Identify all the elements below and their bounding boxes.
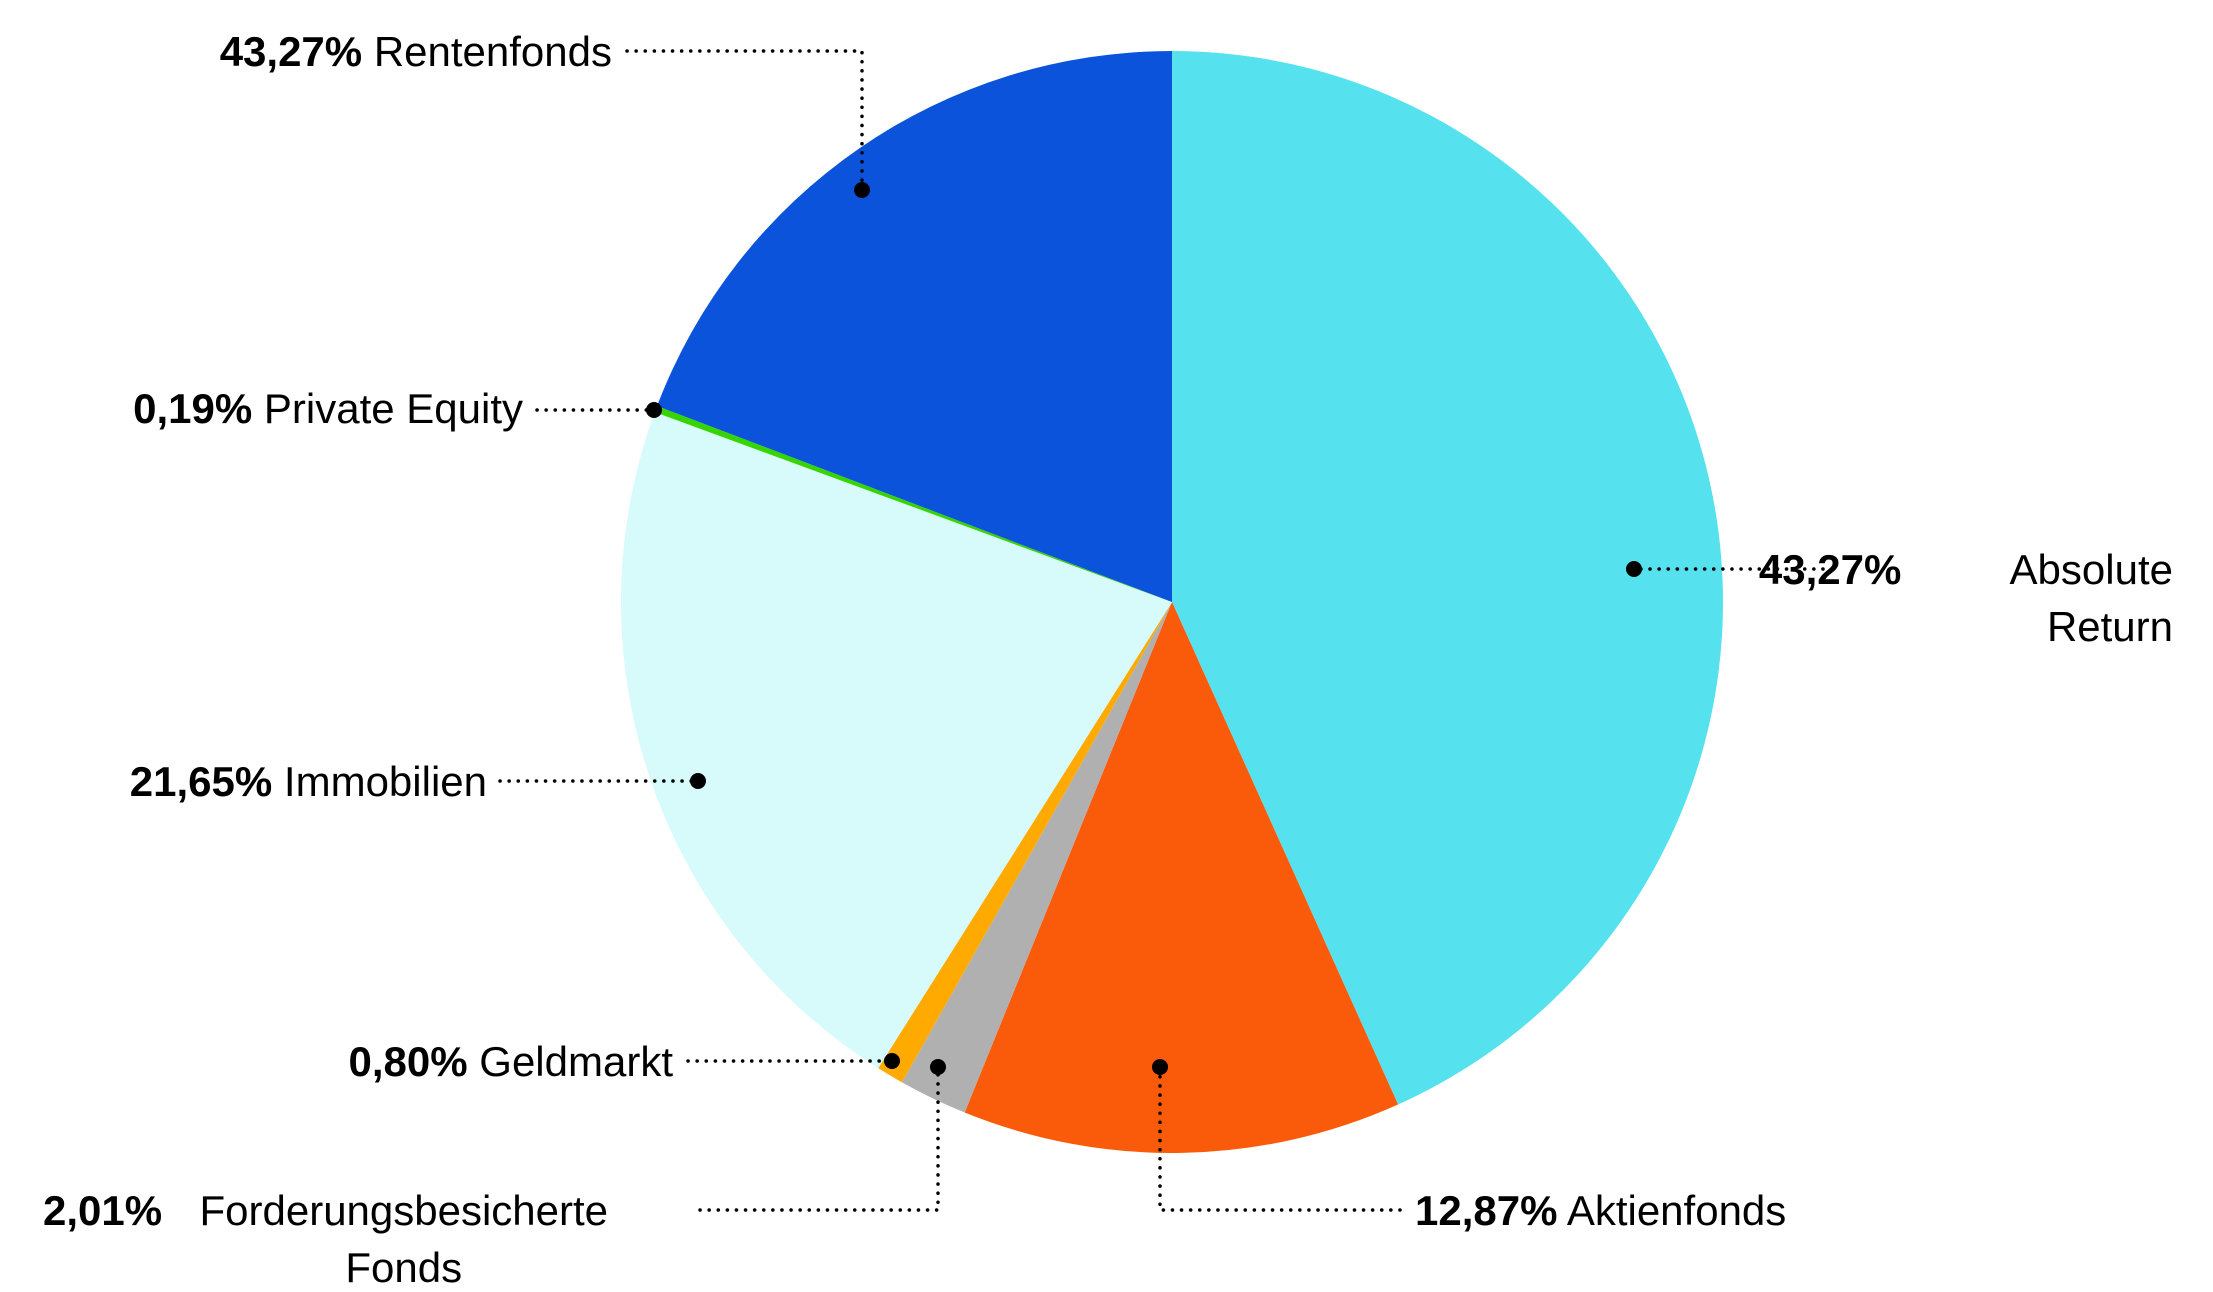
aktienfonds-percent: 12,87% <box>1415 1187 1558 1234</box>
leader-dot-immobilien <box>690 773 706 789</box>
rentenfonds-percent: 43,27% <box>219 28 363 75</box>
label-immobilien: 21,65% Immobilien <box>130 753 487 810</box>
geldmarkt-percent: 0,80% <box>348 1038 468 1085</box>
forderungsbesicherte-fonds-percent: 2,01% <box>43 1187 163 1234</box>
leader-dot-absolute-return <box>1626 561 1642 577</box>
rentenfonds-name: Rentenfonds <box>373 28 612 75</box>
leader-line-aktienfonds <box>1158 1065 1402 1212</box>
label-rentenfonds: 43,27% Rentenfonds <box>220 23 612 80</box>
label-absolute-return: 43,27% Absolute Return <box>1759 541 2173 655</box>
absolute-return-name: Absolute Return <box>2009 546 2173 650</box>
leader-dot-geldmarkt <box>884 1053 900 1069</box>
pie-slice-aktienfonds <box>964 602 1399 1153</box>
private-equity-name: Private Equity <box>263 385 523 432</box>
forderungsbesicherte-fonds-name: Forderungsbesicherte Fonds <box>199 1187 609 1291</box>
label-aktienfonds: 12,87% Aktienfonds <box>1415 1182 1786 1239</box>
label-geldmarkt: 0,80% Geldmarkt <box>349 1033 673 1090</box>
pie-slice-rentenfonds <box>657 51 1172 602</box>
immobilien-percent: 21,65% <box>129 758 273 805</box>
pie-slice-forderungsbesicherte-fonds <box>902 602 1172 1113</box>
pie-slice-private-equity <box>654 405 1172 602</box>
geldmarkt-name: Geldmarkt <box>479 1038 673 1085</box>
immobilien-name: Immobilien <box>283 758 487 805</box>
pie-slice-immobilien <box>621 412 1172 1069</box>
label-private-equity: 0,19% Private Equity <box>133 380 523 437</box>
leader-dot-forderungsbesicherte-fonds <box>930 1059 946 1075</box>
private-equity-percent: 0,19% <box>133 385 253 432</box>
pie-slice-geldmarkt <box>878 602 1172 1083</box>
pie-slice-absolute-return <box>1172 51 1724 1105</box>
aktienfonds-name: Aktienfonds <box>1566 1187 1787 1234</box>
leader-dot-aktienfonds <box>1152 1059 1168 1075</box>
leader-line-rentenfonds <box>625 49 864 192</box>
leader-line-forderungsbesicherte-fonds <box>698 1065 940 1212</box>
absolute-return-percent: 43,27% <box>1758 546 1902 593</box>
leader-dot-rentenfonds <box>854 182 870 198</box>
leader-dot-private-equity <box>646 402 662 418</box>
label-forderungsbesicherte-fonds: 2,01% Forderungsbesicherte Fonds <box>43 1182 634 1292</box>
